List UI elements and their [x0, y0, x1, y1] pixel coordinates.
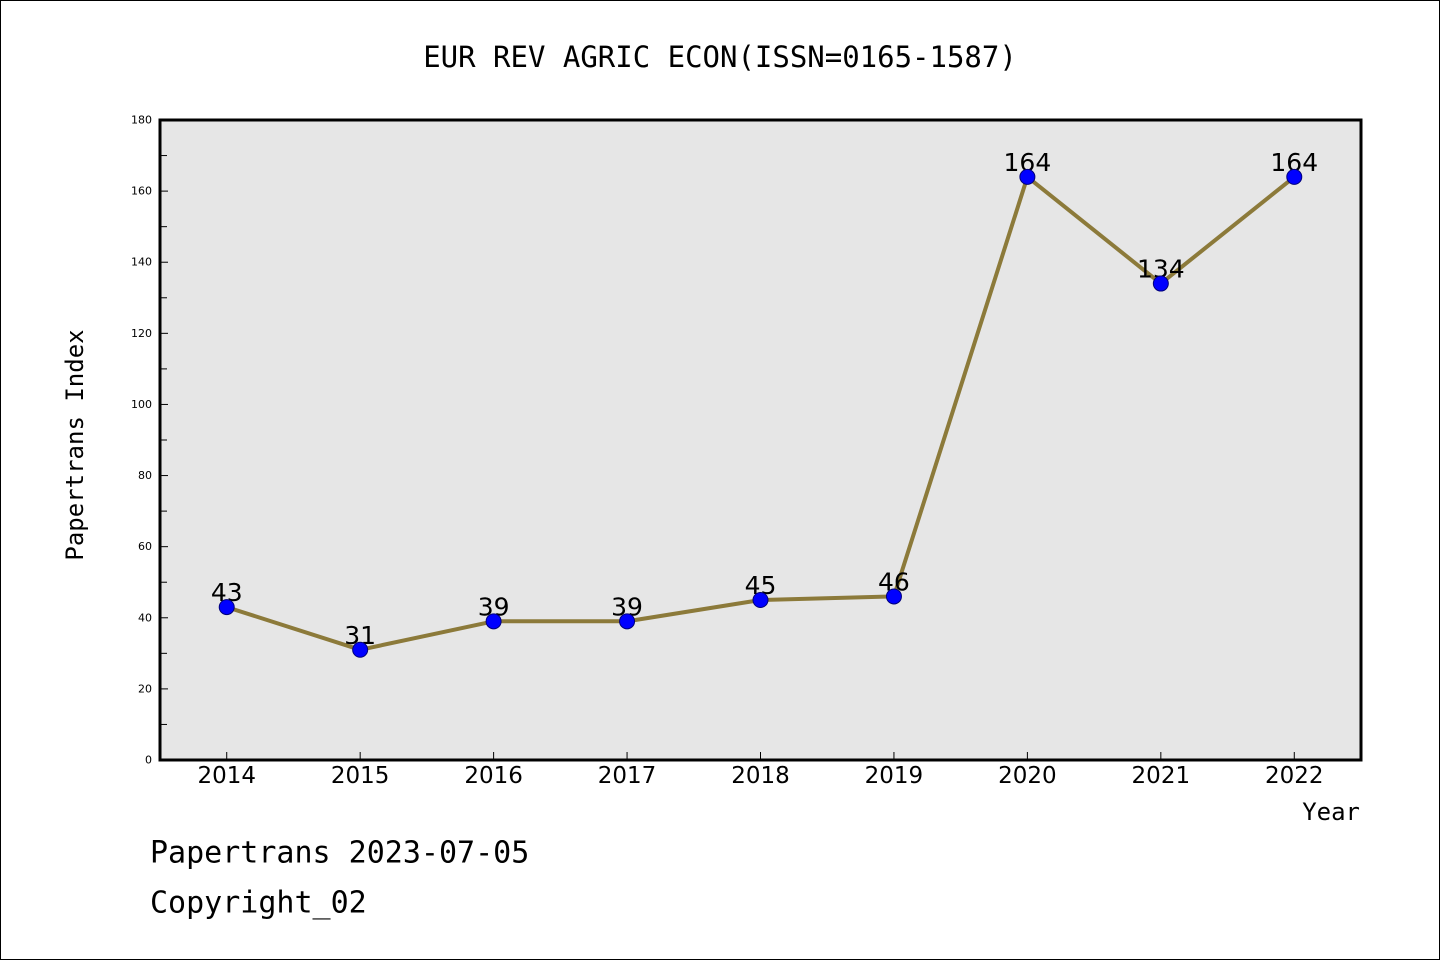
- y-tick-label: 140: [131, 256, 152, 269]
- y-axis-title: Papertrans Index: [61, 329, 89, 560]
- data-point: [885, 588, 902, 605]
- x-tick-label: 2022: [1265, 763, 1324, 789]
- data-point: [752, 592, 769, 608]
- x-tick-label: 2017: [598, 763, 657, 789]
- x-tick-label: 2014: [197, 763, 256, 789]
- x-axis: 2014 2015 2016 2017 2018 2019 2020 2021 2022: [197, 752, 1324, 789]
- y-tick-label: 40: [138, 611, 152, 624]
- y-tick-label: 100: [131, 398, 152, 411]
- x-tick-label: 2020: [998, 763, 1057, 789]
- data-point: [1152, 275, 1169, 292]
- data-point: [352, 641, 369, 658]
- y-tick-label: 80: [138, 469, 152, 482]
- y-tick-label: 60: [138, 540, 152, 553]
- data-point: [1286, 168, 1303, 185]
- chart-title: EUR REV AGRIC ECON(ISSN=0165-1587): [423, 40, 1017, 74]
- footer-date: Papertrans 2023-07-05: [150, 836, 529, 871]
- y-tick-label: 0: [145, 754, 152, 767]
- plot-frame: [158, 118, 1363, 762]
- footer-copyright: Copyright_02: [150, 886, 367, 921]
- x-axis-title: Year: [1302, 798, 1360, 826]
- data-points: [218, 168, 1303, 658]
- x-tick-label: 2018: [731, 763, 790, 789]
- x-tick-label: 2015: [331, 763, 390, 789]
- data-point: [485, 613, 502, 630]
- x-tick-label: 2016: [464, 763, 523, 789]
- x-tick-label: 2021: [1132, 763, 1191, 789]
- plot-area: [160, 120, 1361, 760]
- y-tick-label: 160: [131, 185, 152, 198]
- y-tick-label: 180: [131, 114, 152, 127]
- data-point: [218, 599, 235, 616]
- data-point: [619, 613, 636, 630]
- y-tick-label: 120: [131, 327, 152, 340]
- x-tick-label: 2019: [865, 763, 924, 789]
- y-tick-label: 20: [138, 682, 152, 695]
- data-point: [1019, 168, 1036, 185]
